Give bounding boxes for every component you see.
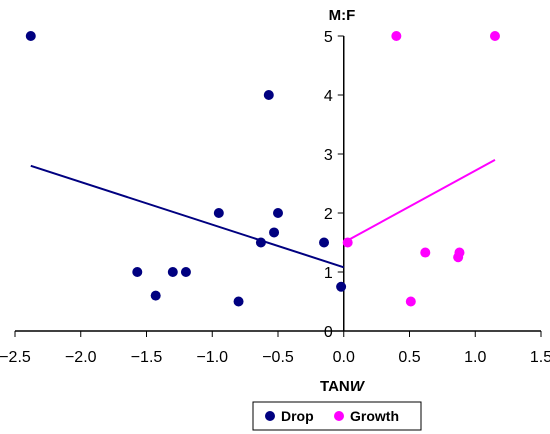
y-tick-label: 3	[324, 147, 333, 164]
data-point-growth	[391, 31, 402, 41]
data-point-drop	[233, 296, 244, 307]
y-tick-label: 5	[324, 29, 333, 46]
data-point-drop	[150, 290, 161, 301]
x-tick-label: 1.5	[530, 349, 550, 366]
x-tick-label: 0.0	[333, 349, 355, 366]
x-tick-label: 1.0	[464, 349, 486, 366]
legend-label-growth: Growth	[350, 408, 399, 424]
data-point-drop	[132, 267, 143, 277]
data-point-drop	[213, 208, 224, 218]
y-axis-label: M:F	[329, 7, 356, 24]
y-tick-label: 0	[324, 324, 333, 341]
y-tick-label: 2	[324, 206, 333, 223]
data-point-drop	[269, 227, 280, 238]
data-point-drop	[319, 237, 330, 248]
data-point-drop	[263, 90, 274, 100]
trendline-drop	[30, 164, 345, 269]
legend-marker-growth	[334, 411, 344, 421]
data-point-drop	[273, 208, 283, 218]
y-tick-label: 4	[324, 88, 333, 105]
legend-label-drop: Drop	[281, 408, 314, 424]
x-tick-label: −0.5	[262, 349, 294, 366]
legend: Drop Growth	[252, 401, 422, 431]
x-tick-label: −1.0	[196, 349, 228, 366]
x-tick-label: 0.5	[398, 349, 420, 366]
x-tick-label: −2.5	[0, 349, 31, 366]
data-point-growth	[453, 252, 464, 263]
data-point-growth	[342, 237, 353, 248]
x-axis-label: TANW	[320, 378, 366, 395]
data-point-growth	[420, 247, 431, 258]
y-tick-label: 1	[324, 265, 333, 282]
trendline-growth	[343, 159, 496, 244]
data-point-drop	[167, 267, 178, 277]
data-point-drop	[25, 31, 36, 41]
data-point-drop	[336, 281, 347, 292]
x-axis-label-prefix: TAN	[320, 378, 350, 395]
x-axis-label-italic: W	[350, 378, 366, 395]
data-point-growth	[405, 296, 416, 307]
data-point-drop	[255, 237, 266, 248]
x-tick-label: −2.0	[65, 349, 97, 366]
data-point-growth	[489, 31, 500, 41]
legend-marker-drop	[265, 411, 275, 421]
data-point-drop	[180, 267, 191, 277]
x-tick-label: −1.5	[131, 349, 163, 366]
